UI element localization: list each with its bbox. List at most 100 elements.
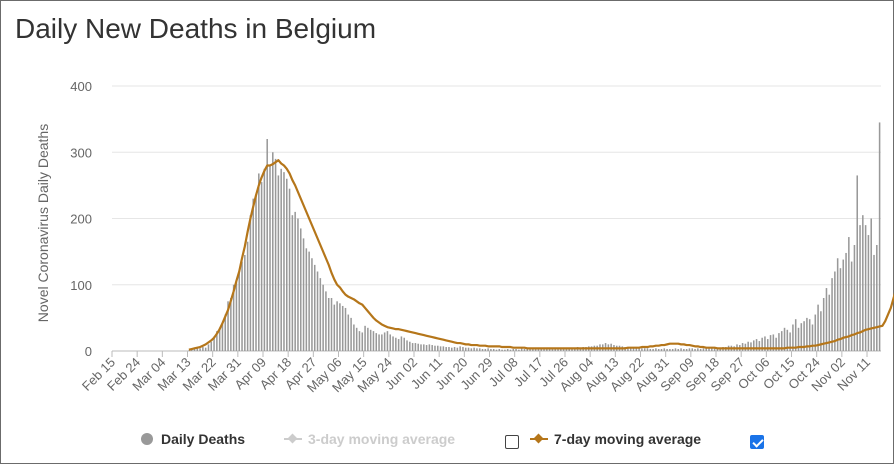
daily-deaths-bar[interactable] xyxy=(688,348,691,351)
daily-deaths-bar[interactable] xyxy=(213,336,215,351)
daily-deaths-bar[interactable] xyxy=(783,327,786,351)
daily-deaths-bar[interactable] xyxy=(224,314,227,351)
daily-deaths-bar[interactable] xyxy=(478,348,481,351)
daily-deaths-bar[interactable] xyxy=(711,348,713,351)
daily-deaths-bar[interactable] xyxy=(694,349,696,351)
daily-deaths-bar[interactable] xyxy=(333,304,336,352)
daily-deaths-bar[interactable] xyxy=(786,329,789,351)
daily-deaths-bar[interactable] xyxy=(403,337,405,351)
daily-deaths-bar[interactable] xyxy=(355,327,358,351)
daily-deaths-bar[interactable] xyxy=(414,343,417,351)
daily-deaths-bar[interactable] xyxy=(291,215,294,351)
moving-average-7-day-line[interactable] xyxy=(188,159,894,351)
daily-deaths-bar[interactable] xyxy=(862,215,864,351)
daily-deaths-bar[interactable] xyxy=(277,175,280,351)
daily-deaths-bar[interactable] xyxy=(369,329,372,351)
daily-deaths-bar[interactable] xyxy=(532,348,534,351)
daily-deaths-bar[interactable] xyxy=(699,349,702,351)
daily-deaths-bar[interactable] xyxy=(778,333,780,351)
daily-deaths-bar[interactable] xyxy=(789,332,791,351)
legend-daily-deaths[interactable]: Daily Deaths xyxy=(141,431,245,447)
daily-deaths-bar[interactable] xyxy=(437,345,439,351)
daily-deaths-bar[interactable] xyxy=(389,334,392,351)
daily-deaths-bar[interactable] xyxy=(269,165,271,352)
daily-deaths-bar[interactable] xyxy=(409,341,411,351)
daily-deaths-bar[interactable] xyxy=(411,343,414,351)
daily-deaths-bar[interactable] xyxy=(456,347,459,351)
daily-deaths-bar[interactable] xyxy=(755,339,758,351)
daily-deaths-bar[interactable] xyxy=(202,347,204,351)
daily-deaths-bar[interactable] xyxy=(753,340,755,351)
daily-deaths-bar[interactable] xyxy=(397,339,400,351)
daily-deaths-bar[interactable] xyxy=(316,271,319,352)
daily-deaths-bar[interactable] xyxy=(660,349,663,351)
daily-deaths-bar[interactable] xyxy=(459,346,461,351)
daily-deaths-bar[interactable] xyxy=(492,349,495,351)
daily-deaths-bar[interactable] xyxy=(272,152,274,351)
daily-deaths-bar[interactable] xyxy=(853,245,856,351)
daily-deaths-bar[interactable] xyxy=(509,349,512,351)
daily-deaths-bar[interactable] xyxy=(308,251,310,352)
daily-deaths-bar[interactable] xyxy=(258,173,260,351)
daily-deaths-bar[interactable] xyxy=(423,344,425,352)
daily-deaths-bar[interactable] xyxy=(372,331,375,352)
daily-deaths-bar[interactable] xyxy=(353,324,355,352)
daily-deaths-bar[interactable] xyxy=(431,345,433,351)
daily-deaths-bar[interactable] xyxy=(246,241,249,351)
checkbox-3-day-moving-average[interactable] xyxy=(505,435,519,449)
daily-deaths-bar[interactable] xyxy=(811,324,814,352)
daily-deaths-bar[interactable] xyxy=(190,349,193,351)
daily-deaths-bar[interactable] xyxy=(548,349,551,351)
daily-deaths-bar[interactable] xyxy=(383,332,386,351)
daily-deaths-bar[interactable] xyxy=(646,348,649,351)
daily-deaths-bar[interactable] xyxy=(439,346,442,351)
daily-deaths-bar[interactable] xyxy=(850,261,853,351)
daily-deaths-bar[interactable] xyxy=(434,345,436,351)
daily-deaths-bar[interactable] xyxy=(876,245,878,351)
daily-deaths-bar[interactable] xyxy=(814,314,817,351)
daily-deaths-bar[interactable] xyxy=(761,337,763,351)
daily-deaths-bar[interactable] xyxy=(378,334,380,351)
daily-deaths-bar[interactable] xyxy=(643,348,646,351)
daily-deaths-bar[interactable] xyxy=(330,298,333,351)
daily-deaths-bar[interactable] xyxy=(417,343,419,351)
legend-7-day-moving-average[interactable]: 7-day moving average xyxy=(530,431,701,447)
moving-average-line-group[interactable] xyxy=(188,159,894,351)
daily-deaths-bar[interactable] xyxy=(543,348,545,351)
daily-deaths-bar[interactable] xyxy=(325,291,327,352)
daily-deaths-bar[interactable] xyxy=(347,314,350,351)
daily-deaths-bar[interactable] xyxy=(358,331,361,352)
daily-deaths-bar[interactable] xyxy=(797,327,800,351)
daily-deaths-bar[interactable] xyxy=(364,325,366,351)
daily-deaths-bar[interactable] xyxy=(806,317,808,352)
daily-deaths-bar[interactable] xyxy=(241,261,243,351)
daily-deaths-bar[interactable] xyxy=(305,248,308,351)
daily-deaths-bar[interactable] xyxy=(546,348,548,351)
daily-deaths-bar[interactable] xyxy=(864,225,867,352)
daily-deaths-bar[interactable] xyxy=(232,284,235,351)
daily-deaths-bar[interactable] xyxy=(266,139,268,351)
daily-deaths-bar[interactable] xyxy=(442,346,445,351)
daily-deaths-bars[interactable] xyxy=(188,122,881,352)
daily-deaths-bar[interactable] xyxy=(638,347,640,351)
daily-deaths-bar[interactable] xyxy=(490,349,492,351)
daily-deaths-bar[interactable] xyxy=(481,349,484,351)
daily-deaths-bar[interactable] xyxy=(627,347,629,351)
daily-deaths-bar[interactable] xyxy=(878,122,881,351)
checkbox-7-day-moving-average[interactable] xyxy=(750,435,764,449)
daily-deaths-bar[interactable] xyxy=(680,348,682,351)
daily-deaths-bar[interactable] xyxy=(450,347,453,351)
daily-deaths-bar[interactable] xyxy=(534,349,537,351)
daily-deaths-bar[interactable] xyxy=(708,347,710,351)
daily-deaths-bar[interactable] xyxy=(495,349,498,351)
daily-deaths-bar[interactable] xyxy=(571,348,573,351)
daily-deaths-bar[interactable] xyxy=(473,347,475,351)
daily-deaths-bar[interactable] xyxy=(834,271,836,352)
daily-deaths-bar[interactable] xyxy=(565,348,568,351)
daily-deaths-bar[interactable] xyxy=(512,349,515,351)
daily-deaths-bar[interactable] xyxy=(859,225,861,352)
daily-deaths-bar[interactable] xyxy=(464,347,467,351)
daily-deaths-bar[interactable] xyxy=(280,168,282,351)
daily-deaths-bar[interactable] xyxy=(669,349,671,351)
daily-deaths-bar[interactable] xyxy=(856,175,858,351)
